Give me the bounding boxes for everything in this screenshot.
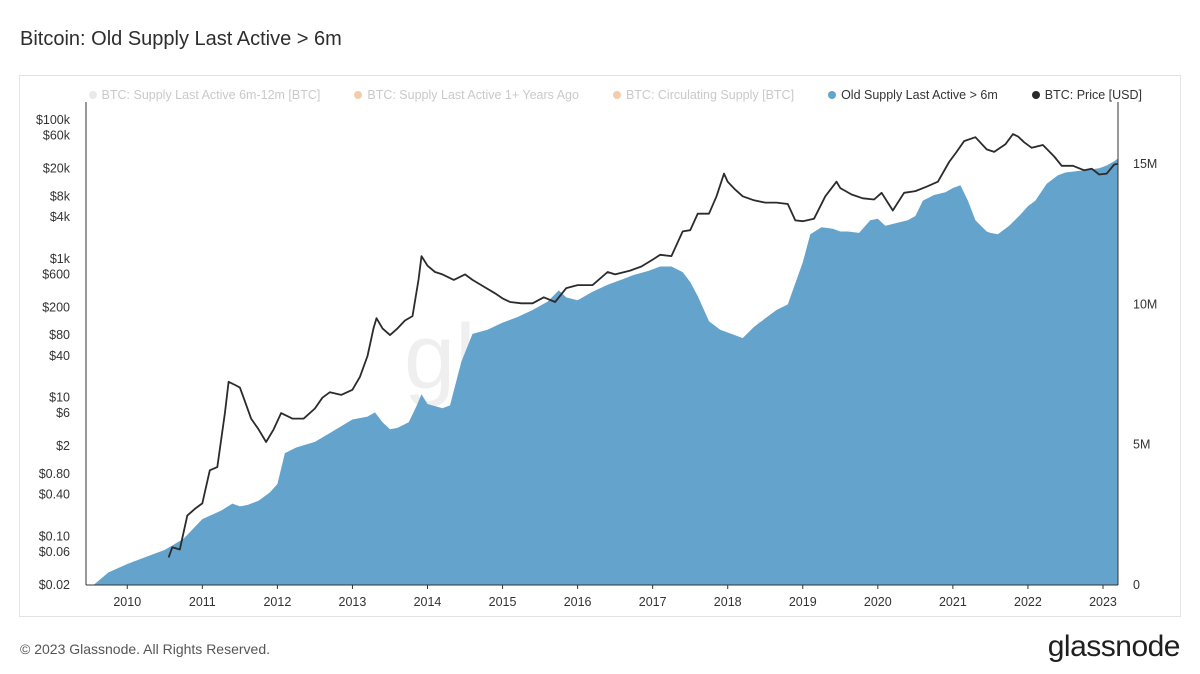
- y-right-tick-label: 15M: [1133, 157, 1157, 171]
- y-left-tick-label: $0.02: [39, 578, 70, 592]
- legend-label: BTC: Circulating Supply [BTC]: [625, 88, 795, 102]
- legend-dot-icon: [828, 91, 837, 99]
- x-tick-label: 2013: [339, 595, 367, 609]
- legend-label: BTC: Supply Last Active 1+ Years Ago: [367, 88, 579, 102]
- chart-legend: BTC: Supply Last Active 6m-12m [BTC] BTC:…: [20, 88, 1142, 102]
- y-left-tick-label: $6: [56, 406, 70, 420]
- y-left-tick-label: $0.80: [39, 467, 70, 481]
- y-left-tick-label: $0.10: [39, 530, 70, 544]
- y-left-tick-label: $0.06: [39, 545, 70, 559]
- legend-label: Old Supply Last Active > 6m: [841, 88, 998, 102]
- legend-item[interactable]: BTC: Supply Last Active 6m-12m [BTC]: [88, 88, 321, 102]
- x-tick-label: 2012: [263, 595, 291, 609]
- x-tick-label: 2018: [714, 595, 742, 609]
- y-left-tick-label: $0.40: [39, 488, 70, 502]
- x-tick-label: 2016: [564, 595, 592, 609]
- y-right-tick-label: 10M: [1133, 297, 1157, 311]
- legend-item[interactable]: BTC: Supply Last Active 1+ Years Ago: [354, 88, 579, 102]
- y-left-tick-label: $100k: [36, 113, 71, 127]
- x-tick-label: 2022: [1014, 595, 1042, 609]
- y-left-tick-label: $10: [49, 391, 70, 405]
- x-tick-label: 2020: [864, 595, 892, 609]
- y-left-tick-label: $8k: [50, 189, 71, 203]
- y-left-tick-label: $200: [42, 300, 70, 314]
- y-right-tick-label: 5M: [1133, 438, 1150, 452]
- y-left-tick-label: $600: [42, 267, 70, 281]
- chart-svg: glassnode $100k$60k$20k$8k$4k$1k$600$200…: [36, 102, 1157, 609]
- brand-logo: glassnode: [1047, 630, 1181, 663]
- legend-dot-icon: [612, 91, 621, 99]
- y-left-tick-label: $80: [49, 328, 70, 342]
- page-title: Bitcoin: Old Supply Last Active > 6m: [20, 28, 342, 50]
- y-left-tick-label: $4k: [50, 210, 71, 224]
- x-tick-label: 2011: [189, 595, 216, 609]
- legend-item[interactable]: BTC: Circulating Supply [BTC]: [612, 88, 795, 102]
- x-tick-label: 2021: [939, 595, 967, 609]
- legend-dot-icon: [88, 91, 97, 99]
- footer-copyright: © 2023 Glassnode. All Rights Reserved.: [20, 641, 271, 657]
- x-tick-label: 2023: [1089, 595, 1117, 609]
- x-tick-label: 2019: [789, 595, 817, 609]
- x-tick-label: 2014: [414, 595, 442, 609]
- legend-dot-icon: [1031, 91, 1040, 99]
- y-left-tick-label: $1k: [50, 252, 71, 266]
- legend-item[interactable]: BTC: Price [USD]: [1031, 88, 1142, 102]
- legend-item[interactable]: Old Supply Last Active > 6m: [828, 88, 998, 102]
- price-line-series: [167, 133, 1119, 558]
- y-left-tick-label: $40: [49, 349, 70, 363]
- x-tick-label: 2015: [489, 595, 517, 609]
- x-tick-label: 2010: [113, 595, 141, 609]
- y-left-tick-label: $20k: [43, 162, 71, 176]
- y-left-tick-label: $60k: [43, 129, 71, 143]
- x-tick-label: 2017: [639, 595, 667, 609]
- legend-label: BTC: Supply Last Active 6m-12m [BTC]: [101, 88, 321, 102]
- supply-area-series: [93, 158, 1118, 585]
- chart-panel: glassnode $100k$60k$20k$8k$4k$1k$600$200…: [19, 75, 1181, 617]
- y-left-tick-label: $2: [56, 439, 70, 453]
- legend-label: BTC: Price [USD]: [1044, 88, 1142, 102]
- legend-dot-icon: [354, 91, 363, 99]
- y-right-tick-label: 0: [1133, 578, 1140, 592]
